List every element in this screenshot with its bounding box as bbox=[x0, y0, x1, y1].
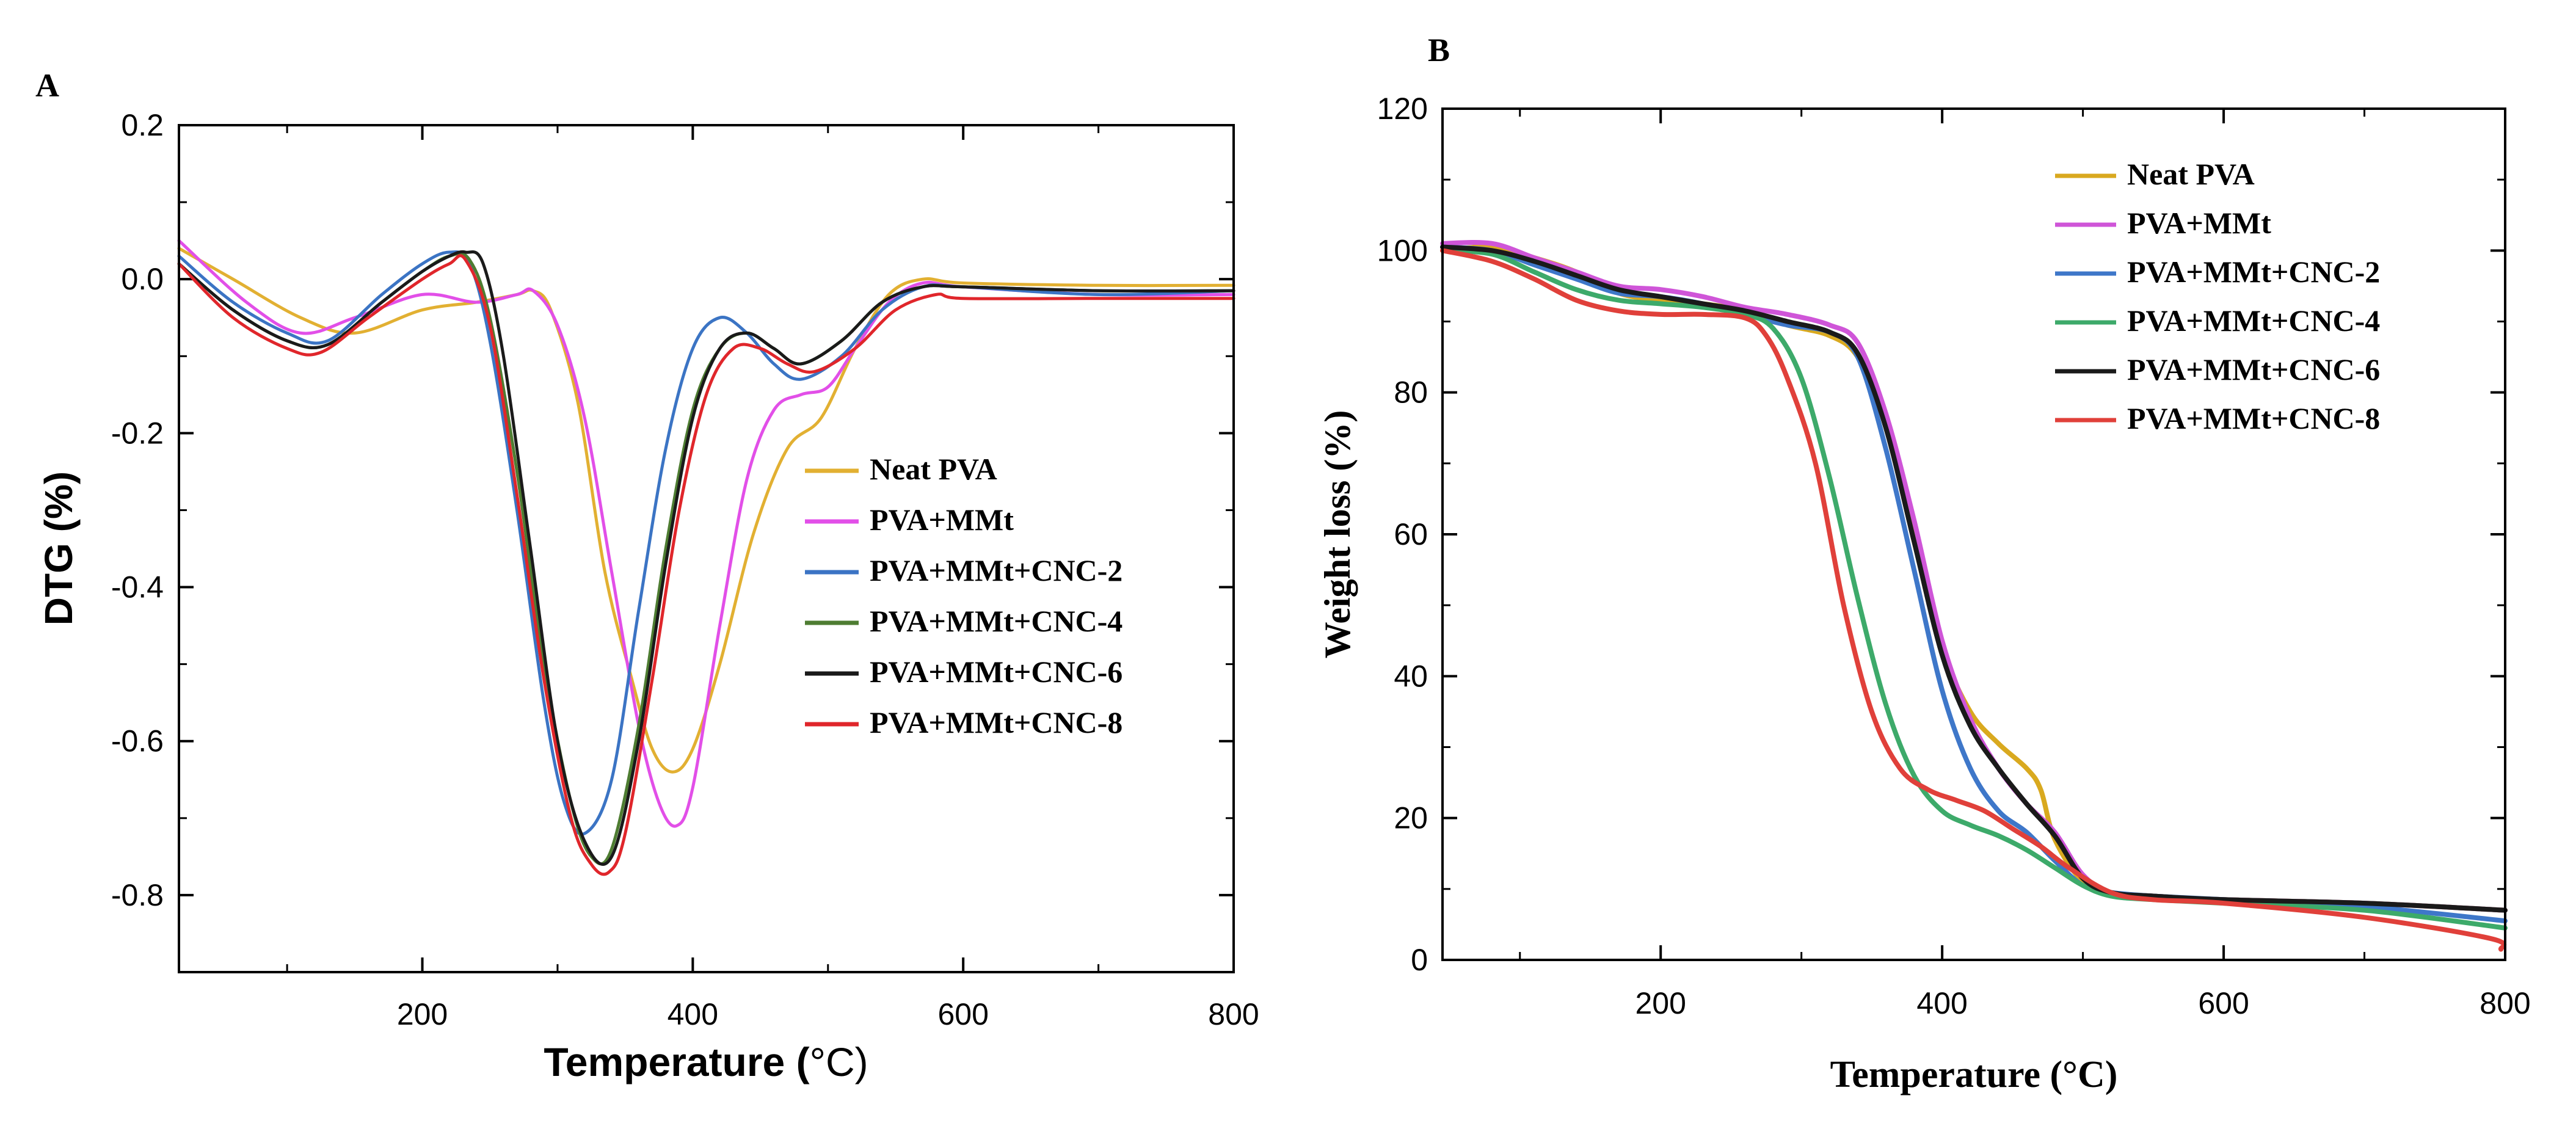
panel-a-legend-label: PVA+MMt+CNC-8 bbox=[870, 705, 1122, 739]
panel-a-series bbox=[177, 239, 1235, 876]
panel-b-tick-labels: 200 400 600 800 0 20 40 60 80 100 120 bbox=[1377, 92, 2531, 1020]
panel-a-x-axis-title-main: Temperature ( bbox=[544, 1039, 809, 1084]
panel-b-legend-label: PVA+MMt+CNC-6 bbox=[2127, 352, 2380, 387]
panel-a-legend-item: Neat PVA bbox=[805, 452, 997, 486]
panel-b-label: B bbox=[1428, 32, 1450, 68]
panel-a-x-axis-title: Temperature (°C) bbox=[544, 1039, 868, 1084]
panel-b-legend-item: PVA+MMt+CNC-2 bbox=[2055, 255, 2380, 289]
panel-a-legend-label: PVA+MMt+CNC-4 bbox=[870, 604, 1122, 638]
panel-a-y-tick-label: -0.4 bbox=[111, 570, 164, 605]
panel-b-y-tick-label: 20 bbox=[1394, 801, 1428, 835]
panel-a-frame bbox=[178, 124, 1235, 973]
panel-b-y-tick-label: 100 bbox=[1377, 233, 1428, 267]
panel-b-legend-label: PVA+MMt+CNC-2 bbox=[2127, 255, 2380, 289]
panel-b-series bbox=[1440, 239, 2508, 952]
panel-b-series-pva-mmt-cnc-8 bbox=[1440, 248, 2507, 952]
panel-a-x-tick-label: 400 bbox=[668, 997, 718, 1031]
panel-a-y-tick-label: -0.2 bbox=[111, 416, 164, 450]
panel-a-x-axis-title-unit: °C) bbox=[810, 1039, 868, 1084]
panel-b-legend-item: PVA+MMt bbox=[2055, 206, 2271, 240]
panel-a-series-pva-mmt-cnc-2 bbox=[177, 250, 1235, 836]
panel-a-legend-label: Neat PVA bbox=[870, 452, 997, 486]
panel-a-legend-item: PVA+MMt bbox=[805, 503, 1014, 537]
panel-b-legend-item: Neat PVA bbox=[2055, 157, 2255, 191]
panel-a-legend-item: PVA+MMt+CNC-6 bbox=[805, 655, 1122, 689]
panel-a-legend-label: PVA+MMt+CNC-2 bbox=[870, 553, 1122, 587]
panel-a-legend-item: PVA+MMt+CNC-2 bbox=[805, 553, 1122, 587]
panel-a-legend-item: PVA+MMt+CNC-8 bbox=[805, 705, 1122, 739]
panel-b-x-axis-title: Temperature (°C) bbox=[1830, 1054, 2118, 1095]
panel-b-legend-item: PVA+MMt+CNC-8 bbox=[2055, 401, 2380, 435]
panel-b-ticks bbox=[1443, 107, 2506, 961]
panel-b-y-tick-label: 0 bbox=[1411, 943, 1428, 977]
panel-a-x-tick-label: 800 bbox=[1208, 997, 1259, 1031]
panel-b-y-tick-label: 80 bbox=[1394, 376, 1428, 410]
panel-a-series-neat-pva bbox=[177, 247, 1235, 774]
panel-a-y-tick-label: 0.2 bbox=[121, 108, 164, 142]
panel-b-y-tick-label: 120 bbox=[1377, 92, 1428, 126]
panel-b-x-tick-label: 400 bbox=[1916, 986, 1967, 1020]
panel-a-y-tick-label: 0.0 bbox=[121, 262, 164, 296]
panel-b-legend-item: PVA+MMt+CNC-4 bbox=[2055, 303, 2380, 338]
panel-b-legend-item: PVA+MMt+CNC-6 bbox=[2055, 352, 2380, 387]
panel-b-legend-label: PVA+MMt bbox=[2127, 206, 2271, 240]
panel-b-y-tick-label: 60 bbox=[1394, 517, 1428, 551]
panel-a-legend-item: PVA+MMt+CNC-4 bbox=[805, 604, 1122, 638]
panel-b-x-tick-label: 600 bbox=[2198, 986, 2249, 1020]
panel-a-legend: Neat PVA PVA+MMt PVA+MMt+CNC-2 PVA+MMt+CNC-… bbox=[805, 452, 1122, 739]
panel-a-series-pva-mmt-cnc-6 bbox=[177, 250, 1235, 866]
panel-a-series-pva-mmt-cnc-8 bbox=[177, 254, 1235, 876]
panel-b-legend-label: PVA+MMt+CNC-4 bbox=[2127, 303, 2380, 338]
panel-b-series-pva-mmt-cnc-2 bbox=[1440, 244, 2508, 924]
panel-a-legend-label: PVA+MMt bbox=[870, 503, 1014, 537]
panel-a-y-axis-title: DTG (%) bbox=[37, 471, 81, 625]
panel-b-y-tick-label: 40 bbox=[1394, 659, 1428, 693]
panel-b: B 200 400 600 800 0 20 40 60 80 100 120 Weight los… bbox=[1317, 32, 2531, 1095]
panel-b-series-neat-pva bbox=[1440, 244, 2508, 913]
panel-b-y-axis-title: Weight loss (%) bbox=[1317, 410, 1358, 659]
panel-b-legend: Neat PVA PVA+MMt PVA+MMt+CNC-2 PVA+MMt+CNC-… bbox=[2055, 157, 2380, 435]
panel-a-y-tick-label: -0.8 bbox=[111, 878, 164, 912]
panel-b-x-tick-label: 200 bbox=[1635, 986, 1686, 1020]
panel-b-legend-label: PVA+MMt+CNC-8 bbox=[2127, 401, 2380, 435]
panel-a-label: A bbox=[35, 67, 59, 104]
panel-b-x-tick-label: 800 bbox=[2480, 986, 2530, 1020]
panel-a-tick-labels: 200 400 600 800 0.2 0.0 -0.2 -0.4 -0.6 -0.8 bbox=[111, 108, 1259, 1031]
panel-a-y-tick-label: -0.6 bbox=[111, 724, 164, 758]
panel-b-frame bbox=[1441, 107, 2506, 961]
panel-b-series-pva-mmt bbox=[1440, 239, 2508, 913]
panel-a-x-tick-label: 200 bbox=[397, 997, 448, 1031]
panel-a-ticks bbox=[179, 124, 1235, 972]
panel-b-series-pva-mmt-cnc-6 bbox=[1440, 244, 2508, 913]
panel-a-x-tick-label: 600 bbox=[937, 997, 988, 1031]
panel-a-legend-label: PVA+MMt+CNC-6 bbox=[870, 655, 1122, 689]
panel-b-legend-label: Neat PVA bbox=[2127, 157, 2255, 191]
panel-a: A 200 400 600 800 0.2 0.0 -0.2 -0.4 -0.6 -0.8 DTG… bbox=[35, 67, 1259, 1084]
panel-a-series-pva-mmt bbox=[177, 239, 1235, 828]
